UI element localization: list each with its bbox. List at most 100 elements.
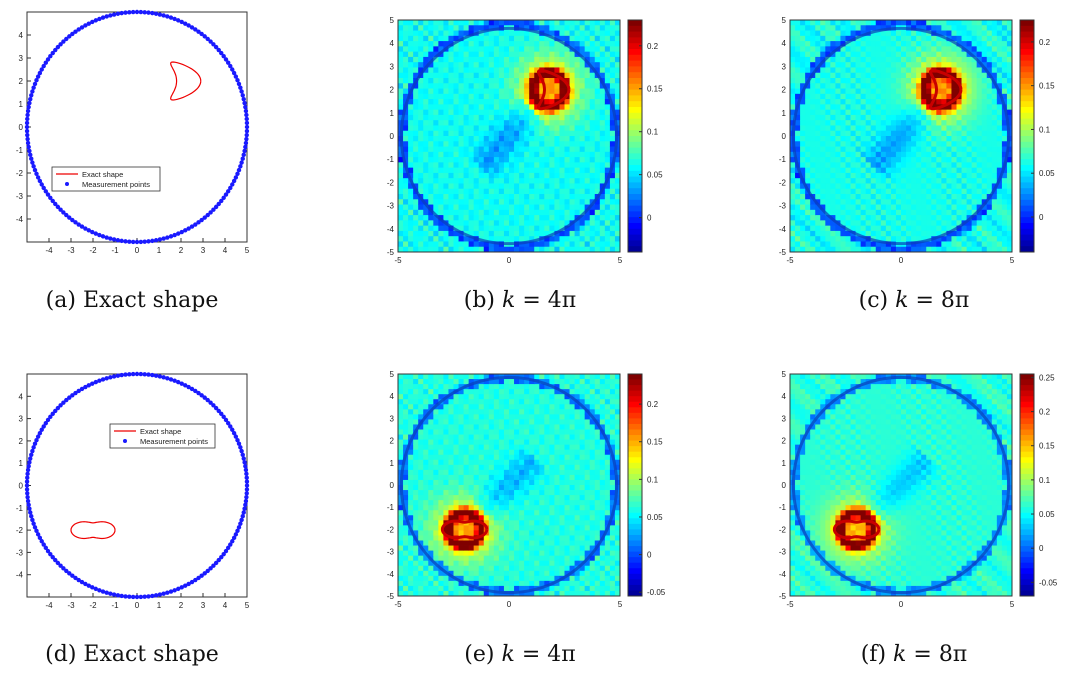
- heatmap-cell: [830, 167, 836, 174]
- heatmap-cell: [473, 178, 480, 184]
- measurement-point: [208, 39, 213, 44]
- heatmap-cell: [539, 157, 545, 163]
- colorbar-tick-label: 0.1: [1039, 125, 1051, 134]
- colorbar-step: [1020, 89, 1034, 96]
- heatmap-cell: [483, 220, 490, 227]
- heatmap-cell: [503, 183, 510, 190]
- heatmap-cell: [468, 204, 475, 211]
- heatmap-cell: [901, 30, 907, 37]
- heatmap-cell: [986, 88, 993, 95]
- heatmap-cell: [574, 209, 581, 216]
- heatmap-cell: [413, 374, 419, 380]
- heatmap-cell: [604, 236, 611, 242]
- heatmap-cell: [860, 151, 867, 158]
- heatmap-cell: [554, 93, 560, 100]
- heatmap-cell: [443, 404, 449, 410]
- heatmap-cell: [503, 178, 510, 184]
- heatmap-cell: [398, 46, 404, 53]
- heatmap-cell: [825, 167, 831, 174]
- heatmap-cell: [559, 199, 565, 205]
- heatmap-cell: [865, 151, 872, 158]
- heatmap-cell: [473, 46, 480, 53]
- heatmap-cell: [564, 157, 570, 163]
- heatmap-cell: [805, 225, 811, 232]
- heatmap-cell: [1006, 56, 1013, 63]
- heatmap-cell: [514, 41, 520, 47]
- colorbar-tick-label: 0.2: [1039, 38, 1051, 47]
- heatmap-cell: [870, 209, 877, 216]
- measurement-point: [235, 437, 240, 443]
- heatmap-cell: [468, 188, 475, 195]
- heatmap-cell: [483, 56, 490, 63]
- heatmap-cell: [810, 109, 816, 116]
- heatmap-cell: [875, 46, 882, 53]
- heatmap-cell: [594, 56, 601, 63]
- heatmap-cell: [880, 83, 887, 89]
- heatmap-cell: [418, 374, 424, 380]
- heatmap-cell: [880, 157, 887, 163]
- heatmap-cell: [473, 35, 480, 42]
- colorbar-step: [1020, 43, 1034, 50]
- heatmap-cell: [805, 146, 811, 153]
- heatmap-cell: [815, 78, 821, 84]
- heatmap-cell: [579, 157, 586, 163]
- heatmap-cell: [936, 93, 942, 100]
- heatmap-cell: [438, 146, 444, 153]
- heatmap-cell: [498, 178, 505, 184]
- heatmap-cell: [609, 141, 616, 147]
- heatmap-cell: [413, 146, 419, 153]
- heatmap-cell: [529, 41, 535, 47]
- heatmap-cell: [418, 469, 424, 476]
- heatmap-cell: [971, 109, 978, 116]
- heatmap-cell: [524, 25, 530, 31]
- heatmap-cell: [539, 246, 545, 253]
- heatmap-cell: [428, 585, 434, 592]
- heatmap-cell: [926, 41, 932, 47]
- heatmap-cell: [443, 62, 449, 68]
- heatmap-cell: [463, 20, 470, 26]
- heatmap-cell: [966, 199, 973, 205]
- measurement-point: [153, 238, 159, 243]
- heatmap-cell: [875, 236, 882, 242]
- heatmap-cell: [875, 93, 882, 100]
- heatmap-cell: [996, 194, 1003, 200]
- heatmap-cell: [534, 157, 540, 163]
- heatmap-cell: [895, 204, 902, 211]
- heatmap-cell: [971, 215, 978, 221]
- heatmap-cell: [951, 157, 957, 163]
- heatmap-cell: [549, 162, 555, 169]
- measurement-point: [216, 201, 221, 207]
- colorbar-step: [628, 95, 642, 102]
- heatmap-cell: [503, 151, 510, 158]
- measurement-point: [150, 238, 155, 244]
- heatmap-cell: [493, 30, 500, 37]
- heatmap-cell: [493, 62, 500, 68]
- heatmap-cell: [820, 230, 826, 237]
- heatmap-cell: [991, 167, 998, 174]
- heatmap-cell: [855, 51, 862, 58]
- heatmap-cell: [554, 246, 560, 253]
- heatmap-cell: [961, 109, 967, 116]
- measurement-point: [73, 575, 78, 581]
- heatmap-cell: [835, 236, 841, 242]
- heatmap-cell: [850, 104, 856, 111]
- heatmap-cell: [946, 141, 952, 147]
- heatmap-cell: [529, 172, 535, 179]
- heatmap-cell: [403, 93, 409, 100]
- measurement-point: [111, 374, 117, 379]
- measurement-point: [25, 112, 30, 118]
- heatmap-cell: [830, 67, 836, 74]
- heatmap-cell: [865, 109, 872, 116]
- heatmap-cell: [599, 178, 606, 184]
- heatmap-cell: [438, 414, 444, 420]
- y-tick-label: -2: [387, 178, 395, 187]
- heatmap-cell: [614, 99, 621, 105]
- heatmap-cell: [926, 93, 932, 100]
- heatmap-cell: [946, 220, 952, 227]
- heatmap-cell: [599, 220, 606, 227]
- heatmap-cell: [423, 225, 429, 232]
- heatmap-cell: [418, 495, 424, 501]
- heatmap-cell: [609, 194, 616, 200]
- measurement-point: [39, 182, 44, 187]
- measurement-point: [168, 234, 174, 239]
